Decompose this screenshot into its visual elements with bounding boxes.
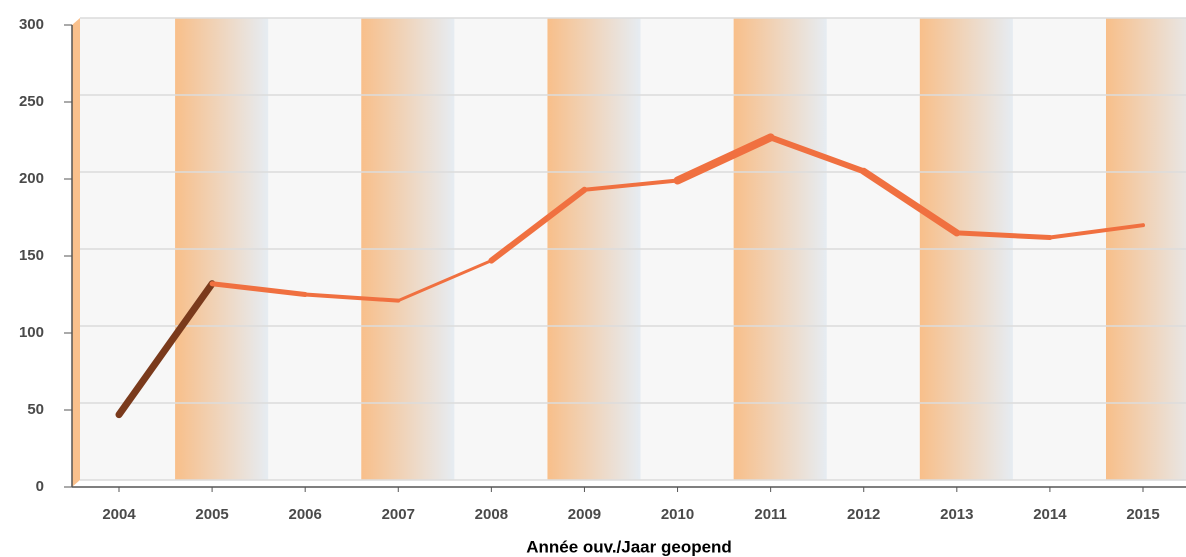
- x-tick-label: 2006: [288, 506, 321, 523]
- x-tick-label: 2005: [195, 506, 228, 523]
- side-wall: [72, 18, 80, 487]
- x-tick-label: 2004: [102, 506, 136, 523]
- x-tick-label: 2007: [382, 506, 415, 523]
- line-segment: [209, 281, 308, 297]
- y-tick-label: 100: [19, 324, 44, 341]
- line-segment: [860, 167, 961, 237]
- y-tick-label: 300: [19, 16, 44, 33]
- line-segment: [673, 133, 775, 185]
- x-tick-label: 2011: [754, 506, 787, 523]
- line-segment: [303, 292, 401, 303]
- x-tick-label: 2010: [661, 506, 694, 523]
- line-segment: [582, 178, 680, 192]
- y-tick-label: 200: [19, 170, 44, 187]
- line-segment: [767, 134, 867, 175]
- y-tick-label: 0: [36, 478, 44, 495]
- x-tick-label: 2012: [847, 506, 880, 523]
- line-segment: [115, 280, 216, 419]
- y-tick-label: 50: [27, 401, 44, 418]
- x-axis-title: Année ouv./Jaar geopend: [526, 537, 732, 556]
- y-tick-label: 150: [19, 247, 44, 264]
- x-tick-label: 2014: [1033, 506, 1067, 523]
- y-tick-label: 250: [19, 93, 44, 110]
- line-segment: [488, 186, 588, 264]
- x-tick-label: 2009: [568, 506, 601, 523]
- line-segment: [396, 259, 493, 303]
- line-segment: [1047, 223, 1145, 240]
- line-segment: [954, 230, 1053, 241]
- x-tick-label: 2015: [1126, 506, 1159, 523]
- x-tick-label: 2013: [940, 506, 973, 523]
- x-tick-label: 2008: [475, 506, 508, 523]
